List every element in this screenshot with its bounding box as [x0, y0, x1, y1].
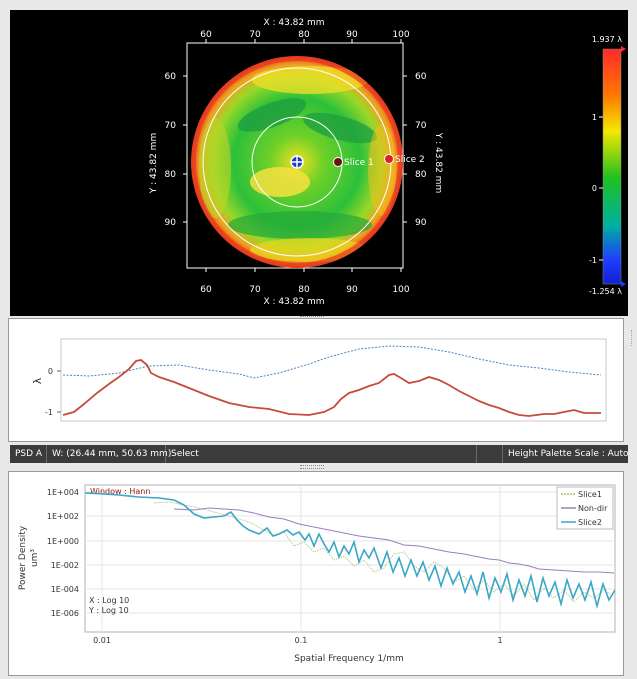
- height-colorbar: [602, 48, 622, 285]
- surface-map-svg: X : 43.82 mm X : 43.82 mm Y : 43.82 mm Y…: [149, 18, 626, 307]
- splitter-handle-bottom[interactable]: [300, 465, 324, 469]
- colorbar-max-handle-icon[interactable]: [621, 46, 626, 52]
- psd-y-tick: 1E+000: [47, 537, 79, 546]
- legend-item: Slice1: [578, 490, 602, 499]
- y-axis-title-right: Y : 43.82 mm: [433, 132, 443, 193]
- y-tick-left: 90: [165, 218, 177, 228]
- slice2-marker-icon[interactable]: [384, 154, 394, 164]
- x-axis-title-top: X : 43.82 mm: [263, 18, 324, 28]
- x-tick-bottom: 80: [298, 285, 310, 295]
- legend-item: Slice2: [578, 518, 602, 527]
- y-tick-left: 80: [165, 170, 177, 180]
- status-tool[interactable]: Select: [166, 445, 477, 463]
- x-tick-bottom: 70: [249, 285, 261, 295]
- psd-slice1-line: [153, 501, 615, 603]
- psd-chart-panel[interactable]: Window : Hann 1E+004 1E+002 1E+000 1E-00…: [8, 471, 624, 676]
- psd-xlabel: Spatial Frequency 1/mm: [294, 654, 404, 664]
- psd-chart-svg: Window : Hann 1E+004 1E+002 1E+000 1E-00…: [18, 484, 616, 664]
- slice2-label: Slice 2: [395, 155, 425, 165]
- y-tick-right: 90: [415, 218, 427, 228]
- profile-y-tick: 0: [48, 367, 53, 376]
- psd-y-tick: 1E-004: [51, 585, 79, 594]
- x-tick-top: 70: [249, 30, 261, 40]
- x-tick-bottom: 90: [346, 285, 358, 295]
- psd-x-tick: 0.01: [93, 636, 111, 645]
- colorbar-min-label: -1.254 λ: [589, 287, 622, 296]
- status-mode[interactable]: PSD A: [10, 445, 47, 463]
- psd-plot-frame: [84, 484, 616, 633]
- psd-y-tick: 1E+004: [47, 488, 79, 497]
- psd-nondir-line: [173, 507, 615, 574]
- profile-y-tick: -1: [45, 408, 53, 417]
- status-bar: PSD A W: (26.44 mm, 50.63 mm) Select Hei…: [10, 445, 629, 463]
- colorbar-max-label: 1.937 λ: [592, 35, 622, 44]
- colorbar-tick: -1: [589, 256, 597, 265]
- y-tick-right: 80: [415, 170, 427, 180]
- resize-grip[interactable]: [631, 330, 636, 346]
- psd-window-label: Window : Hann: [90, 487, 150, 496]
- legend-item: Non-dir: [578, 504, 608, 513]
- psd-y-scale-note: Y : Log 10: [88, 606, 129, 615]
- x-axis-title-bottom: X : 43.82 mm: [263, 297, 324, 307]
- profile-slice1-line: [62, 359, 601, 417]
- profile-ylabel: λ: [31, 377, 44, 384]
- colorbar-tick: 1: [592, 113, 597, 122]
- y-tick-right: 70: [415, 121, 427, 131]
- psd-x-tick: 0.1: [295, 636, 308, 645]
- x-tick-bottom: 100: [392, 285, 409, 295]
- x-tick-top: 100: [392, 30, 409, 40]
- x-tick-top: 60: [200, 30, 212, 40]
- x-tick-bottom: 60: [200, 285, 212, 295]
- profile-plot-frame: [60, 338, 607, 422]
- x-tick-top: 90: [346, 30, 358, 40]
- colorbar-min-handle-icon[interactable]: [621, 281, 626, 287]
- psd-y-tick: 1E+002: [47, 512, 79, 521]
- psd-ylabel-line2: um³: [30, 549, 40, 567]
- status-palette-scale[interactable]: Height Palette Scale : Auto: [502, 445, 634, 463]
- slice1-label: Slice 1: [344, 158, 374, 168]
- colorbar-tick: 0: [592, 184, 597, 193]
- psd-y-tick: 1E-002: [51, 561, 79, 570]
- slice-profile-panel[interactable]: λ 0 -1: [8, 318, 624, 442]
- psd-y-tick: 1E-006: [51, 609, 79, 618]
- surface-map-panel[interactable]: X : 43.82 mm X : 43.82 mm Y : 43.82 mm Y…: [10, 10, 628, 316]
- psd-legend: Slice1 Non-dir Slice2: [556, 486, 614, 530]
- slice-profile-svg: λ 0 -1: [31, 338, 607, 422]
- y-tick-left: 60: [165, 72, 177, 82]
- psd-x-scale-note: X : Log 10: [89, 596, 129, 605]
- psd-x-tick: 1: [497, 636, 502, 645]
- x-tick-top: 80: [298, 30, 310, 40]
- slice1-marker-icon[interactable]: [333, 157, 343, 167]
- psd-slice2-line: [85, 492, 615, 610]
- map-plot-frame: [186, 42, 404, 269]
- status-window-coords: W: (26.44 mm, 50.63 mm): [47, 445, 171, 463]
- y-tick-left: 70: [165, 121, 177, 131]
- profile-slice2-line: [62, 345, 602, 379]
- y-axis-title-left: Y : 43.82 mm: [149, 133, 159, 194]
- y-tick-right: 60: [415, 72, 427, 82]
- psd-ylabel-line1: Power Density: [18, 525, 28, 590]
